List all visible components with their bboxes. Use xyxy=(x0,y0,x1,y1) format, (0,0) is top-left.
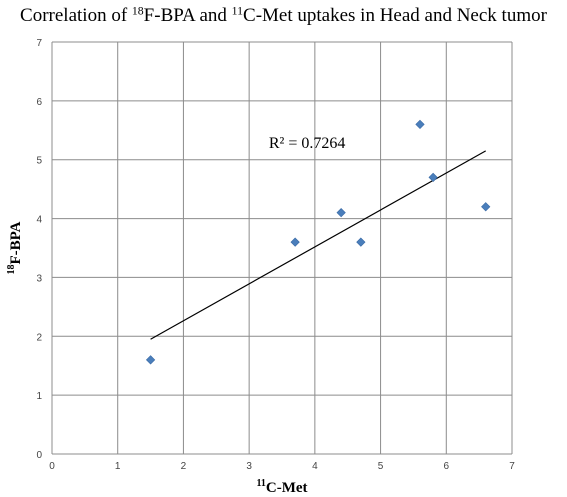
x-tick-labels: 0 1 2 3 4 5 6 7 xyxy=(49,461,515,472)
y-tick-label: 0 xyxy=(36,450,42,461)
chart-title: Correlation of 18F-BPA and 11C-Met uptak… xyxy=(0,5,567,27)
r-squared-annotation: R² = 0.7264 xyxy=(269,135,346,152)
y-tick-label: 7 xyxy=(36,38,42,49)
x-tick-label: 4 xyxy=(312,461,318,472)
data-points xyxy=(145,119,491,365)
x-tick-label: 2 xyxy=(181,461,187,472)
data-point xyxy=(290,237,300,247)
y-tick-labels: 0 1 2 3 4 5 6 7 xyxy=(36,38,42,461)
x-tick-label: 6 xyxy=(444,461,450,472)
linear-trendline xyxy=(150,150,487,340)
x-axis-label-superscript: 11 xyxy=(256,478,265,489)
data-point xyxy=(481,202,491,212)
title-middle: F-BPA and xyxy=(143,5,232,26)
x-axis-label: 11C-Met xyxy=(256,478,307,496)
grid-layer xyxy=(51,41,513,455)
y-tick-label: 5 xyxy=(36,156,42,167)
trendline-layer xyxy=(150,150,487,340)
x-tick-label: 3 xyxy=(246,461,252,472)
y-tick-label: 2 xyxy=(36,332,42,343)
y-tick-label: 3 xyxy=(36,273,42,284)
y-axis-label-text: F-BPA xyxy=(8,221,24,264)
title-superscript-11: 11 xyxy=(231,4,244,18)
title-prefix: Correlation of xyxy=(20,5,132,26)
x-tick-label: 0 xyxy=(49,461,55,472)
y-tick-label: 4 xyxy=(36,215,42,226)
title-suffix: C-Met uptakes in Head and Neck tumor xyxy=(243,5,547,26)
y-axis-label: 18F-BPA xyxy=(6,221,24,274)
data-point xyxy=(415,119,425,130)
x-tick-label: 1 xyxy=(115,461,121,472)
y-tick-label: 6 xyxy=(36,97,42,108)
x-tick-label: 7 xyxy=(509,461,515,472)
y-axis-label-superscript: 18 xyxy=(6,265,17,275)
x-tick-label: 5 xyxy=(378,461,384,472)
data-point xyxy=(145,355,156,365)
data-point xyxy=(428,172,438,182)
y-tick-label: 1 xyxy=(36,391,42,402)
x-axis-label-text: C-Met xyxy=(266,480,308,496)
title-superscript-18: 18 xyxy=(131,4,144,18)
data-point xyxy=(336,208,346,218)
data-point xyxy=(356,237,366,247)
